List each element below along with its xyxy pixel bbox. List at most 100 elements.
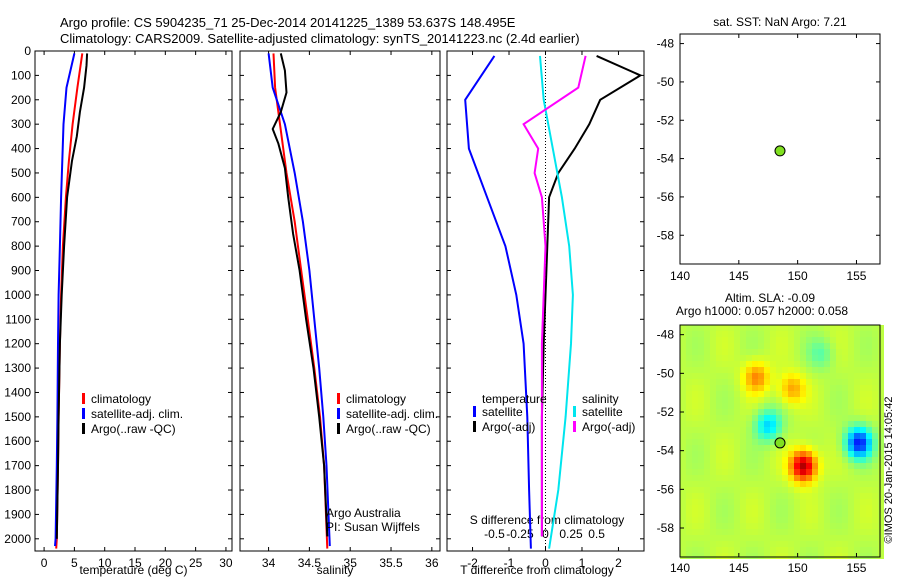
sla-heatmap-cell bbox=[758, 397, 764, 403]
sla-heatmap-cell bbox=[854, 547, 860, 553]
sla-heatmap-cell bbox=[836, 391, 842, 397]
sla-heatmap-cell bbox=[686, 481, 692, 487]
sla-heatmap-cell bbox=[860, 511, 866, 517]
sla-heatmap-cell bbox=[782, 385, 788, 391]
sla-heatmap-cell bbox=[860, 481, 866, 487]
sla-heatmap-cell bbox=[824, 367, 830, 373]
sla-heatmap-cell bbox=[776, 463, 782, 469]
sla-heatmap-cell bbox=[872, 331, 878, 337]
argo-position-point bbox=[774, 145, 786, 157]
sla-heatmap-cell bbox=[806, 355, 812, 361]
sla-heatmap-cell bbox=[728, 421, 734, 427]
sla-heatmap-cell bbox=[746, 481, 752, 487]
sla-heatmap-cell bbox=[794, 547, 800, 553]
sla-heatmap-cell bbox=[800, 463, 806, 469]
temperature-xtick-label: 30 bbox=[219, 556, 233, 570]
sla-heatmap-cell bbox=[752, 355, 758, 361]
sla-heatmap-cell bbox=[722, 511, 728, 517]
sla-heatmap-cell bbox=[812, 331, 818, 337]
sla-heatmap-cell bbox=[752, 379, 758, 385]
sla-heatmap-cell bbox=[824, 499, 830, 505]
sla-heatmap-cell bbox=[800, 529, 806, 535]
sla-heatmap-cell bbox=[806, 493, 812, 499]
sla-heatmap-cell bbox=[698, 367, 704, 373]
sla-heatmap-cell bbox=[716, 445, 722, 451]
sla-ytick-label: -48 bbox=[657, 328, 675, 342]
sla-heatmap-cell bbox=[728, 343, 734, 349]
sla-heatmap-cell bbox=[788, 433, 794, 439]
sla-heatmap-cell bbox=[716, 415, 722, 421]
sla-heatmap-cell bbox=[746, 343, 752, 349]
sla-heatmap-cell bbox=[878, 499, 884, 505]
sla-heatmap-cell bbox=[824, 403, 830, 409]
sla-heatmap-cell bbox=[878, 361, 884, 367]
sla-heatmap-cell bbox=[860, 421, 866, 427]
sla-heatmap-cell bbox=[740, 355, 746, 361]
sla-heatmap-cell bbox=[782, 451, 788, 457]
sla-heatmap-cell bbox=[824, 553, 830, 559]
sla-heatmap-cell bbox=[734, 493, 740, 499]
sla-heatmap-cell bbox=[836, 505, 842, 511]
sla-heatmap-cell bbox=[776, 349, 782, 355]
sla-heatmap-cell bbox=[722, 391, 728, 397]
sla-heatmap-cell bbox=[716, 481, 722, 487]
sla-heatmap-cell bbox=[872, 499, 878, 505]
difference-series-2 bbox=[539, 55, 574, 549]
sla-heatmap-cell bbox=[782, 415, 788, 421]
sla-heatmap-cell bbox=[758, 331, 764, 337]
sla-heatmap-cell bbox=[704, 535, 710, 541]
sla-heatmap-cell bbox=[686, 451, 692, 457]
sla-heatmap-cell bbox=[710, 439, 716, 445]
sla-heatmap-cell bbox=[686, 505, 692, 511]
difference-xtick-label: 0 bbox=[542, 556, 549, 570]
sla-heatmap-cell bbox=[776, 499, 782, 505]
sla-heatmap-cell bbox=[746, 421, 752, 427]
sla-heatmap-cell bbox=[782, 463, 788, 469]
sla-heatmap-cell bbox=[842, 511, 848, 517]
sla-heatmap-cell bbox=[728, 433, 734, 439]
sla-heatmap-cell bbox=[734, 439, 740, 445]
sla-heatmap-cell bbox=[746, 451, 752, 457]
sla-heatmap-cell bbox=[770, 409, 776, 415]
sla-heatmap-cell bbox=[872, 367, 878, 373]
sla-heatmap-cell bbox=[680, 529, 686, 535]
sla-heatmap-cell bbox=[800, 481, 806, 487]
sla-heatmap-cell bbox=[770, 451, 776, 457]
sla-heatmap-cell bbox=[878, 421, 884, 427]
sla-heatmap-cell bbox=[686, 475, 692, 481]
sla-heatmap-cell bbox=[776, 397, 782, 403]
sla-heatmap-cell bbox=[830, 361, 836, 367]
sla-heatmap-cell bbox=[806, 337, 812, 343]
sla-heatmap-cell bbox=[722, 523, 728, 529]
sla-heatmap-cell bbox=[860, 325, 866, 331]
sla-heatmap-cell bbox=[734, 403, 740, 409]
sla-heatmap-cell bbox=[830, 487, 836, 493]
sla-heatmap-cell bbox=[728, 553, 734, 559]
sla-heatmap-cell bbox=[770, 439, 776, 445]
sla-heatmap-cell bbox=[764, 535, 770, 541]
salinity-xtick-label: 35.5 bbox=[379, 556, 403, 570]
sla-heatmap-cell bbox=[854, 523, 860, 529]
sla-heatmap-cell bbox=[872, 523, 878, 529]
sla-heatmap-cell bbox=[710, 391, 716, 397]
sla-heatmap-cell bbox=[848, 463, 854, 469]
sla-heatmap-cell bbox=[764, 547, 770, 553]
difference-xtick-label: -1 bbox=[504, 556, 515, 570]
sla-heatmap-cell bbox=[872, 439, 878, 445]
sla-heatmap-cell bbox=[806, 409, 812, 415]
sla-heatmap-cell bbox=[704, 481, 710, 487]
difference-panel: -2 -1 0 1 2 -0.5 -0.25 0 0.25 0.5S difference fro… bbox=[446, 50, 645, 577]
sla-heatmap-cell bbox=[836, 493, 842, 499]
sla-heatmap-cell bbox=[872, 349, 878, 355]
sla-heatmap-cell bbox=[818, 535, 824, 541]
sla-heatmap-cell bbox=[728, 535, 734, 541]
sla-heatmap-cell bbox=[854, 421, 860, 427]
sla-heatmap-cell bbox=[812, 415, 818, 421]
sla-heatmap-cell bbox=[752, 541, 758, 547]
temperature-series-2 bbox=[55, 53, 89, 539]
legend-T-title: temperature bbox=[482, 392, 547, 406]
sla-heatmap-cell bbox=[740, 553, 746, 559]
sla-heatmap-cell bbox=[746, 517, 752, 523]
sla-heatmap-cell bbox=[842, 493, 848, 499]
sla-heatmap-cell bbox=[860, 505, 866, 511]
